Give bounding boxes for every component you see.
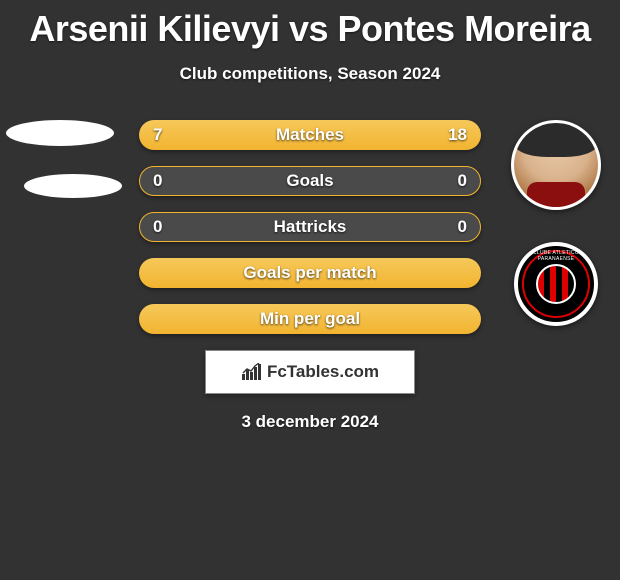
stat-bar: 0 0 Hattricks: [139, 212, 481, 242]
club-badge: CLUBE ATLETICO PARANAENSE: [514, 242, 598, 326]
left-player-column: [6, 120, 126, 198]
brand-footer[interactable]: FcTables.com: [205, 350, 415, 394]
stat-label: Matches: [276, 125, 344, 145]
page-subtitle: Club competitions, Season 2024: [0, 64, 620, 84]
left-placeholder-ellipse-2: [24, 174, 122, 198]
page-title: Arsenii Kilievyi vs Pontes Moreira: [0, 0, 620, 50]
stat-bar: 7 18 Matches: [139, 120, 481, 150]
stat-left-value: 7: [153, 125, 162, 145]
stat-bar: Min per goal: [139, 304, 481, 334]
left-placeholder-ellipse-1: [6, 120, 114, 146]
stat-bars: 7 18 Matches 0 0 Goals 0 0 Hattricks Goals per ma…: [139, 120, 481, 334]
stat-bar: Goals per match: [139, 258, 481, 288]
stat-right-value: 18: [448, 125, 467, 145]
bar-chart-icon: [241, 363, 263, 381]
right-player-column: CLUBE ATLETICO PARANAENSE: [506, 120, 606, 326]
stat-right-value: 0: [458, 217, 467, 237]
player-avatar: [511, 120, 601, 210]
stat-label: Goals: [286, 171, 333, 191]
stat-right-value: 0: [458, 171, 467, 191]
stat-bar: 0 0 Goals: [139, 166, 481, 196]
brand-label: FcTables.com: [267, 362, 379, 382]
render-date: 3 december 2024: [0, 412, 620, 432]
stat-label: Goals per match: [243, 263, 376, 283]
stat-label: Min per goal: [260, 309, 360, 329]
comparison-body: CLUBE ATLETICO PARANAENSE 7 18 Matches 0 0 Go…: [0, 120, 620, 334]
stat-left-value: 0: [153, 171, 162, 191]
stat-label: Hattricks: [274, 217, 347, 237]
stat-left-value: 0: [153, 217, 162, 237]
